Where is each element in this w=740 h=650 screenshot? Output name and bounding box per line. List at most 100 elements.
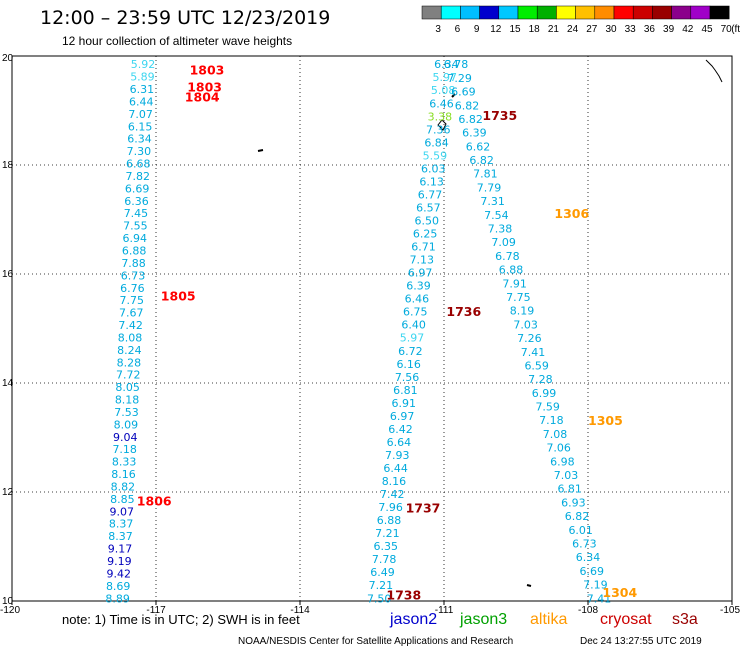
scale-label: 24: [567, 24, 579, 35]
wave-height-value: 6.16: [396, 358, 421, 371]
scale-label: 45: [701, 24, 713, 35]
wave-height-value: 6.42: [388, 423, 413, 436]
wave-height-value: 7.56: [395, 371, 420, 384]
wave-height-value: 6.59: [524, 359, 549, 372]
wave-height-value: 8.33: [112, 456, 137, 469]
footer-note: note: 1) Time is in UTC; 2) SWH is in fe…: [62, 612, 300, 627]
y-tick-label: 14: [2, 378, 14, 389]
wave-height-value: 8.37: [109, 518, 134, 531]
wave-height-value: 7.78: [372, 553, 397, 566]
wave-height-value: 6.31: [130, 83, 155, 96]
wave-height-value: 6.82: [458, 113, 483, 126]
wave-height-value: 6.25: [413, 228, 438, 241]
wave-height-value: 6.01: [568, 524, 593, 537]
scale-label: 30: [605, 24, 617, 35]
scale-swatch: [421, 5, 442, 20]
wave-height-value: 8.16: [111, 468, 136, 481]
wave-height-value: 6.97: [408, 267, 433, 280]
scale-label: 27: [586, 24, 598, 35]
scale-unit: (ft): [731, 24, 740, 35]
wave-height-value: 6.44: [129, 95, 154, 108]
wave-height-value: 7.08: [543, 428, 568, 441]
pass-time-label: 1736: [446, 304, 481, 319]
wave-height-value: 5.92: [131, 58, 156, 71]
scale-swatch: [652, 5, 672, 20]
wave-height-value: 7.21: [369, 579, 394, 592]
y-tick-label: 18: [2, 160, 14, 171]
wave-height-value: 6.97: [390, 410, 415, 423]
scale-label: 36: [644, 24, 656, 35]
satellite-s3a: s3a: [672, 611, 698, 628]
scale-label: 9: [474, 24, 480, 35]
scale-label: 21: [548, 24, 560, 35]
wave-height-value: 5.89: [130, 71, 155, 84]
wave-height-value: 6.15: [128, 120, 153, 133]
scale-swatch: [671, 5, 692, 20]
wave-height-value: 6.98: [550, 455, 575, 468]
wave-height-value: 6.34: [434, 58, 459, 71]
wave-height-value: 7.88: [121, 257, 146, 270]
wave-height-value: 7.75: [120, 294, 145, 307]
wave-height-value: 6.68: [126, 158, 151, 171]
wave-height-value: 6.81: [557, 483, 582, 496]
wave-height-value: 5.97: [433, 71, 458, 84]
wave-height-value: 5.59: [423, 149, 448, 162]
pass-time-label: 1803: [187, 80, 222, 95]
pass-time-label: 1305: [588, 413, 623, 428]
pass-time-labels: 1803180318041805180617351736173717381306…: [137, 63, 638, 603]
wave-height-value: 8.24: [117, 344, 142, 357]
wave-height-value: 6.82: [469, 154, 494, 167]
wave-height-value: 7.82: [125, 170, 150, 183]
wave-height-value: 8.16: [382, 475, 407, 488]
wave-height-value: 7.21: [375, 527, 400, 540]
wave-height-tracks: 5.925.896.316.447.076.156.347.306.687.82…: [105, 58, 611, 605]
plot-area: -120 -117 -114 -111 -108 -105 20 18 16 14 12 10 5.9…: [0, 53, 740, 616]
wave-height-value: 7.29: [447, 72, 472, 85]
pass-time-label: 1737: [406, 500, 441, 515]
wave-height-value: 6.84: [424, 136, 449, 149]
pass-time-label: 1803: [190, 63, 225, 78]
wave-height-value: 6.72: [398, 345, 423, 358]
wave-height-value: 7.72: [116, 369, 141, 382]
wave-height-value: 7.53: [114, 406, 139, 419]
wave-height-value: 7.06: [546, 442, 571, 455]
scale-label: 70: [721, 24, 733, 35]
wave-height-value: 6.34: [127, 133, 152, 146]
satellite-jason3: jason3: [459, 611, 507, 628]
wave-height-value: 6.50: [414, 214, 439, 227]
wave-height-value: 6.62: [466, 140, 491, 153]
wave-height-value: 6.46: [405, 293, 430, 306]
wave-height-value: 7.09: [491, 236, 516, 249]
wave-height-value: 6.99: [532, 387, 557, 400]
wave-height-value: 6.88: [377, 514, 402, 527]
wave-height-value: 8.37: [108, 530, 133, 543]
wave-height-value: 7.18: [112, 443, 137, 456]
wave-height-value: 7.81: [473, 168, 498, 181]
wave-height-value: 8.82: [111, 480, 136, 493]
scale-swatch: [709, 5, 730, 20]
wave-height-value: 8.69: [106, 580, 131, 593]
wave-height-value: 7.19: [583, 579, 608, 592]
wave-height-value: 6.78: [495, 250, 520, 263]
scale-label: 39: [663, 24, 675, 35]
wave-height-value: 7.55: [123, 220, 148, 233]
pass-time-label: 1804: [185, 89, 220, 104]
wave-height-value: 6.40: [401, 319, 426, 332]
footer-timestamp: Dec 24 13:27:55 UTC 2019: [580, 636, 702, 647]
wave-height-value: 9.17: [108, 543, 133, 556]
x-tick-label: -111: [435, 605, 454, 616]
wave-height-value: 6.34: [576, 551, 601, 564]
wave-height-value: 8.09: [114, 418, 139, 431]
wave-height-value: 7.75: [506, 291, 531, 304]
scale-swatch: [556, 5, 576, 20]
wave-height-value: 7.41: [521, 346, 546, 359]
footer-credit: NOAA/NESDIS Center for Satellite Applica…: [238, 636, 513, 647]
wave-height-value: 8.19: [510, 305, 535, 318]
wave-height-value: 6.82: [565, 510, 590, 523]
scale-label: 18: [529, 24, 541, 35]
x-tick-label: -105: [720, 605, 740, 616]
satellite-legend: jason2 jason3 altika cryosat s3a: [389, 611, 698, 628]
wave-height-value: 7.96: [378, 501, 403, 514]
scale-label: 12: [490, 24, 502, 35]
